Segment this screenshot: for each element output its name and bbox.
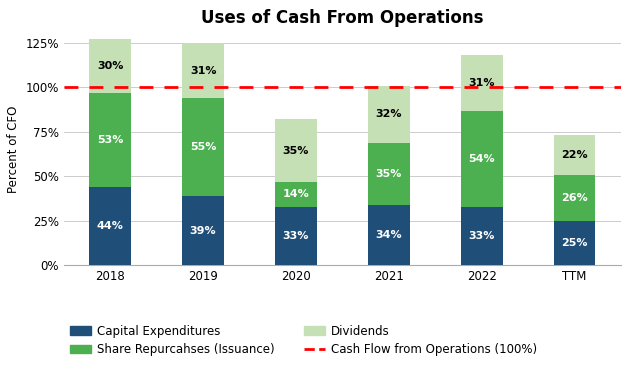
Bar (368, 143, 410, 205)
Bar (461, 207, 502, 265)
Bar (554, 175, 595, 221)
Text: 53%: 53% (97, 135, 124, 145)
Bar (90, 93, 131, 187)
Title: Uses of Cash From Operations: Uses of Cash From Operations (201, 9, 484, 27)
Text: 30%: 30% (97, 61, 124, 71)
Text: 31%: 31% (190, 66, 216, 75)
Bar (554, 135, 595, 175)
Text: 55%: 55% (190, 142, 216, 152)
Bar (461, 111, 502, 207)
Y-axis label: Percent of CFO: Percent of CFO (7, 106, 20, 193)
Text: 34%: 34% (376, 230, 402, 240)
Bar (182, 196, 224, 265)
Text: 26%: 26% (561, 193, 588, 203)
Text: 14%: 14% (283, 189, 309, 199)
Text: 25%: 25% (561, 238, 588, 248)
Legend: Capital Expenditures, Share Repurcahses (Issuance), Dividends, Cash Flow from Op: Capital Expenditures, Share Repurcahses … (70, 324, 538, 357)
Bar (275, 182, 317, 207)
Text: 32%: 32% (376, 109, 402, 119)
Bar (275, 119, 317, 182)
Bar (554, 221, 595, 265)
Bar (182, 98, 224, 196)
Bar (90, 187, 131, 265)
Text: 22%: 22% (561, 150, 588, 160)
Bar (368, 86, 410, 143)
Text: 44%: 44% (97, 221, 124, 231)
Bar (182, 43, 224, 98)
Bar (90, 39, 131, 93)
Text: 54%: 54% (468, 153, 495, 164)
Bar (461, 55, 502, 111)
Bar (275, 207, 317, 265)
Text: 31%: 31% (468, 78, 495, 88)
Text: 33%: 33% (283, 231, 309, 241)
Text: 35%: 35% (283, 146, 309, 156)
Bar (368, 205, 410, 265)
Text: 39%: 39% (190, 226, 216, 236)
Text: 35%: 35% (376, 169, 402, 179)
Text: 33%: 33% (468, 231, 495, 241)
